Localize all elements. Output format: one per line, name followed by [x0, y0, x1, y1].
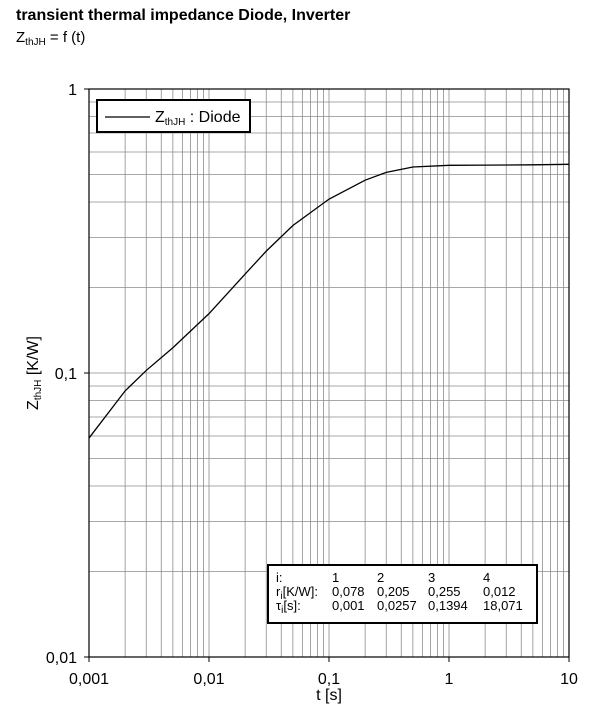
- y-axis-label: ZthJH [K/W]: [25, 336, 44, 410]
- table-box: [267, 564, 538, 624]
- table-cell: 0,0257: [377, 598, 417, 613]
- table-row-label: τi[s]:: [276, 598, 301, 616]
- table-cell: 0,1394: [428, 598, 468, 613]
- chart-subtitle: ZthJH = f (t): [16, 29, 85, 48]
- table-cell: 1: [332, 570, 339, 585]
- table-cell: 0,255: [428, 584, 461, 599]
- table-cell: 0,001: [332, 598, 365, 613]
- x-tick-label: 0,001: [69, 671, 109, 688]
- series-line: [88, 163, 570, 439]
- y-tick-label: 0,01: [46, 650, 77, 667]
- y-tick-label: 1: [68, 82, 77, 99]
- table-cell: 2: [377, 570, 384, 585]
- x-tick-label: 10: [560, 671, 578, 688]
- table-row-label: i:: [276, 570, 283, 585]
- chart-title: transient thermal impedance Diode, Inver…: [16, 7, 350, 24]
- x-tick-label: 1: [445, 671, 454, 688]
- table-cell: 0,078: [332, 584, 365, 599]
- x-axis-label: t [s]: [316, 687, 342, 704]
- y-tick-label: 0,1: [55, 366, 77, 383]
- table-row-label: ri[K/W]:: [276, 584, 318, 602]
- x-tick-label: 0,1: [318, 671, 340, 688]
- table-cell: 4: [483, 570, 490, 585]
- x-tick-label: 0,01: [193, 671, 224, 688]
- table-cell: 0,012: [483, 584, 516, 599]
- table-cell: 0,205: [377, 584, 410, 599]
- table-cell: 18,071: [483, 598, 523, 613]
- table-cell: 3: [428, 570, 435, 585]
- legend-label: ZthJH : Diode: [155, 109, 241, 128]
- legend-box: [96, 99, 251, 133]
